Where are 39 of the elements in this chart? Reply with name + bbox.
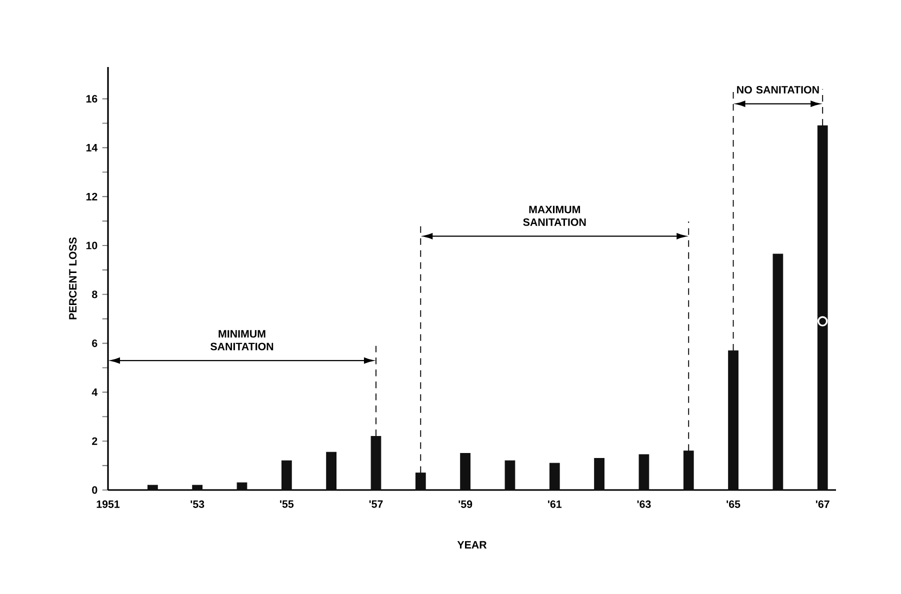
y-tick-label: 0 <box>92 486 98 494</box>
x-tick-label: '55 <box>280 500 294 508</box>
bar <box>370 436 382 490</box>
bar <box>638 454 650 490</box>
bar <box>415 472 426 490</box>
y-tick-label: 2 <box>92 437 98 445</box>
y-tick-label: 8 <box>92 290 98 298</box>
y-tick-label: 12 <box>86 192 98 200</box>
bar <box>281 460 292 490</box>
bar <box>326 452 336 490</box>
y-tick-label: 14 <box>86 144 98 152</box>
bar <box>147 484 158 490</box>
bar <box>594 458 604 490</box>
x-tick-label: '67 <box>816 500 830 508</box>
x-axis-title: YEAR <box>457 541 487 548</box>
x-tick-label: '65 <box>726 500 740 508</box>
annotation: NO SANITATION <box>737 86 819 94</box>
bar <box>728 350 738 490</box>
bar <box>192 484 203 490</box>
x-tick-label: '53 <box>190 500 204 508</box>
annotation: MINIMUM SANITATION <box>210 330 274 350</box>
y-axis-title: PERCENT LOSS <box>69 237 77 320</box>
x-tick-label: '63 <box>637 500 651 508</box>
x-tick-label: '57 <box>369 500 383 508</box>
x-tick-label: '59 <box>458 500 472 508</box>
annotation: MAXIMUM SANITATION <box>523 206 586 226</box>
bar <box>549 462 560 490</box>
y-tick-label: 10 <box>86 242 98 250</box>
y-tick-label: 16 <box>86 95 98 103</box>
bar <box>460 453 470 490</box>
bar <box>236 482 248 490</box>
x-tick-label: 1951 <box>96 500 120 508</box>
bar <box>504 460 516 490</box>
bar <box>683 450 694 490</box>
y-tick-label: 4 <box>92 388 98 396</box>
bar <box>772 254 784 490</box>
bar <box>817 125 828 490</box>
y-tick-label: 6 <box>92 340 98 348</box>
x-tick-label: '61 <box>548 500 562 508</box>
